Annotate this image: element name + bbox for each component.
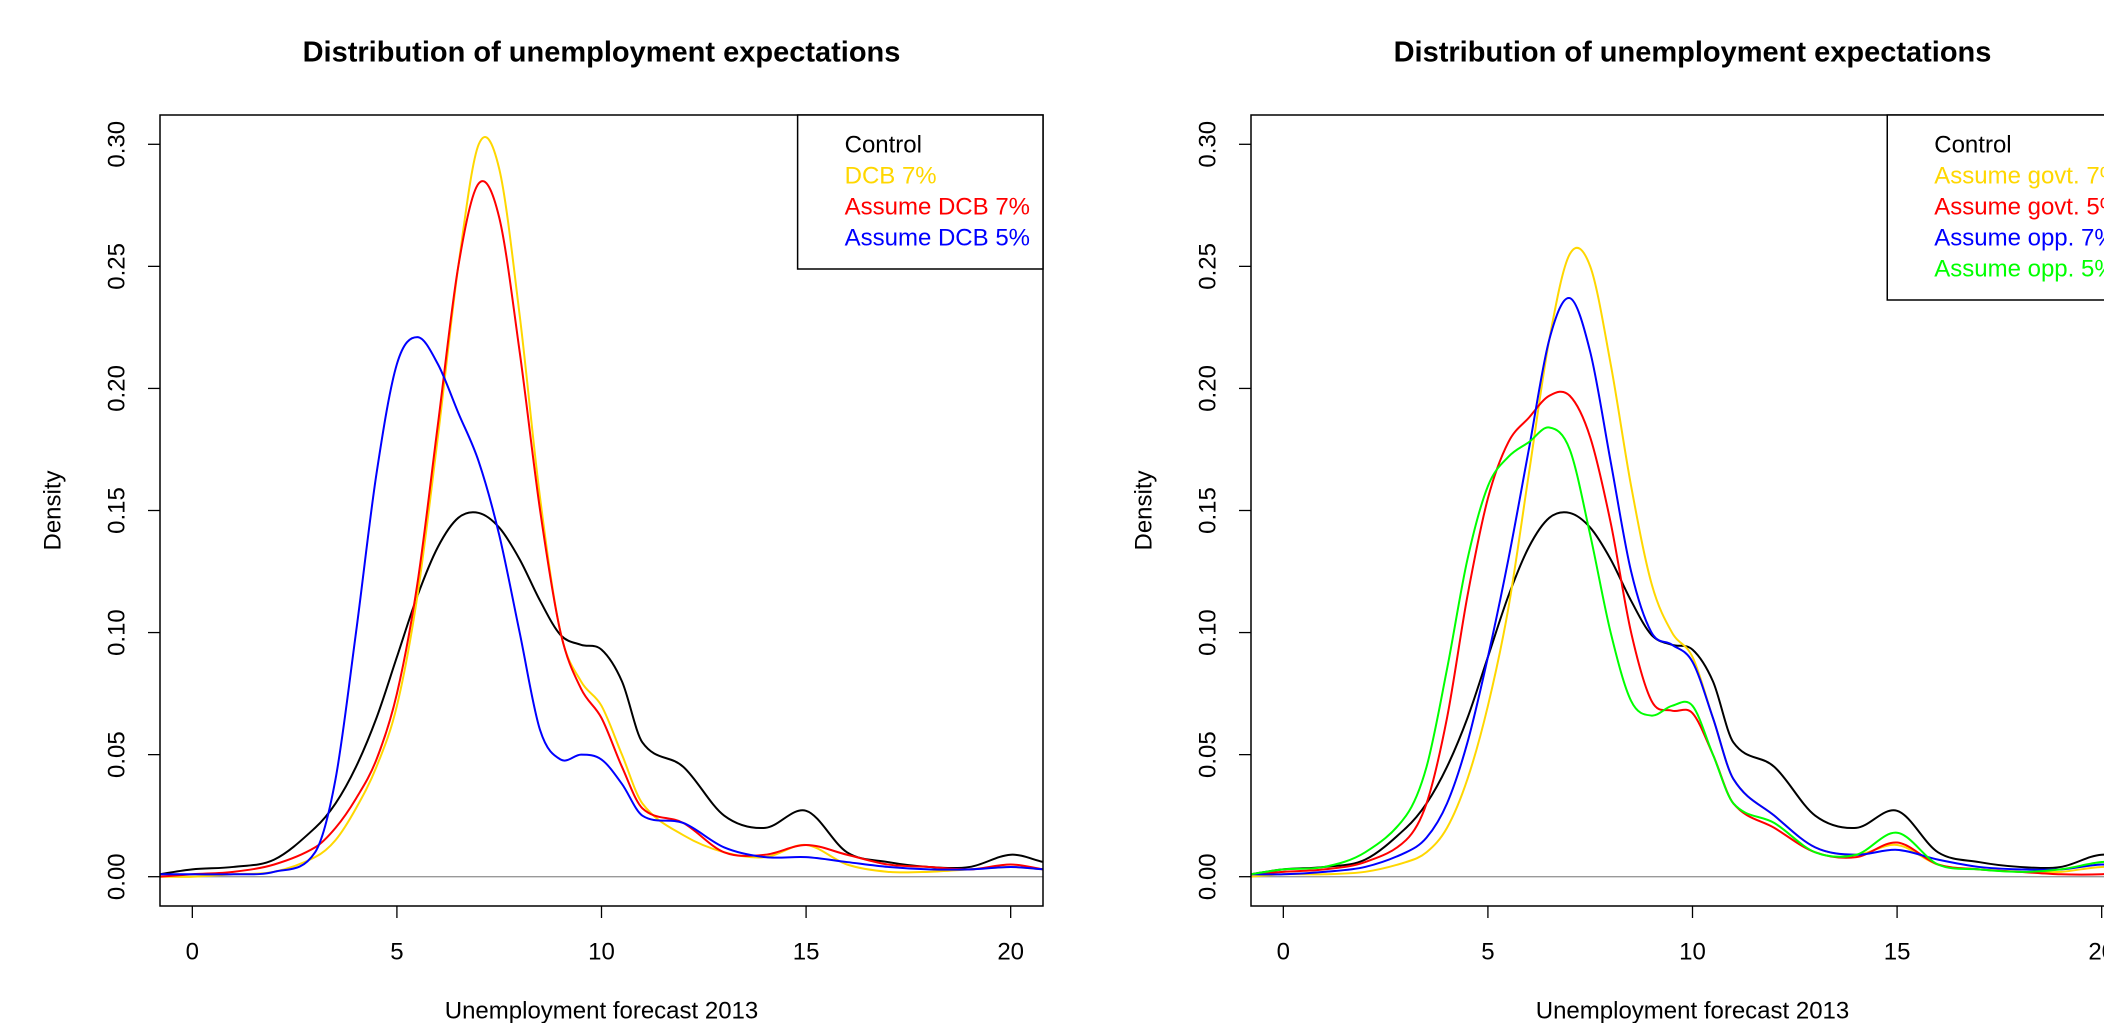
x-tick-label: 10 [588, 938, 615, 965]
legend-box [1886, 114, 2104, 301]
plot-frame [159, 114, 1044, 907]
chart-panel: Distribution of unemployment expectation… [1130, 37, 2104, 1023]
density-line [160, 511, 1043, 876]
y-tick-label: 0.10 [1194, 609, 1221, 656]
legend-entry: DCB 7% [845, 162, 937, 189]
plot-area [160, 136, 1043, 878]
x-tick-label: 20 [2088, 938, 2104, 965]
legend: Control Assume govt. 7% Assume govt. 5% Ass… [1886, 114, 2104, 301]
y-tick-label: 0.00 [1194, 853, 1221, 900]
y-tick-label: 0.10 [103, 609, 130, 656]
legend-box [796, 114, 1044, 270]
y-axis-label: Density [39, 470, 66, 550]
density-line [1251, 246, 2104, 878]
y-tick-label: 0.05 [103, 731, 130, 778]
y-tick-label: 0.30 [103, 121, 130, 168]
chart-title: Distribution of unemployment expectation… [1394, 37, 1992, 69]
y-tick-label: 0.15 [103, 487, 130, 534]
legend: Control DCB 7% Assume DCB 7% Assume DCB 5% [796, 114, 1044, 270]
y-tick-label: 0.05 [1194, 731, 1221, 778]
x-tick-label: 5 [390, 938, 403, 965]
x-tick-label: 10 [1679, 938, 1706, 965]
legend-entry: Control [845, 131, 922, 158]
x-tick-label: 5 [1481, 938, 1494, 965]
density-line [1251, 390, 2104, 876]
legend-entry: Assume DCB 7% [845, 193, 1030, 220]
legend-entry: Assume opp. 5% [1934, 255, 2104, 282]
y-tick-label: 0.25 [103, 243, 130, 290]
density-line [160, 336, 1043, 876]
x-tick-label: 0 [186, 938, 199, 965]
y-tick-label: 0.30 [1194, 121, 1221, 168]
y-tick-label: 0.15 [1194, 487, 1221, 534]
plot-area [1251, 246, 2104, 878]
density-line [160, 136, 1043, 878]
x-tick-label: 15 [1884, 938, 1911, 965]
x-tick-label: 15 [793, 938, 820, 965]
density-line [1251, 426, 2104, 876]
density-line [160, 180, 1043, 878]
plot-frame [1250, 114, 2104, 907]
legend-entry: Assume govt. 5% [1934, 193, 2104, 220]
legend-entry: Assume DCB 5% [845, 224, 1030, 251]
density-line [1251, 511, 2104, 876]
y-axis-label: Density [1130, 470, 1157, 550]
legend-entry: Control [1934, 131, 2011, 158]
x-tick-label: 0 [1277, 938, 1290, 965]
y-tick-label: 0.25 [1194, 243, 1221, 290]
chart-panel: Distribution of unemployment expectation… [39, 37, 1044, 1023]
density-line [1251, 297, 2104, 876]
legend-entry: Assume opp. 7% [1934, 224, 2104, 251]
y-tick-label: 0.00 [103, 853, 130, 900]
y-tick-label: 0.20 [1194, 365, 1221, 412]
x-axis-label: Unemployment forecast 2013 [445, 997, 759, 1023]
y-tick-label: 0.20 [103, 365, 130, 412]
x-axis-label: Unemployment forecast 2013 [1536, 997, 1850, 1023]
x-tick-label: 20 [997, 938, 1024, 965]
chart-title: Distribution of unemployment expectation… [303, 37, 901, 69]
legend-entry: Assume govt. 7% [1934, 162, 2104, 189]
